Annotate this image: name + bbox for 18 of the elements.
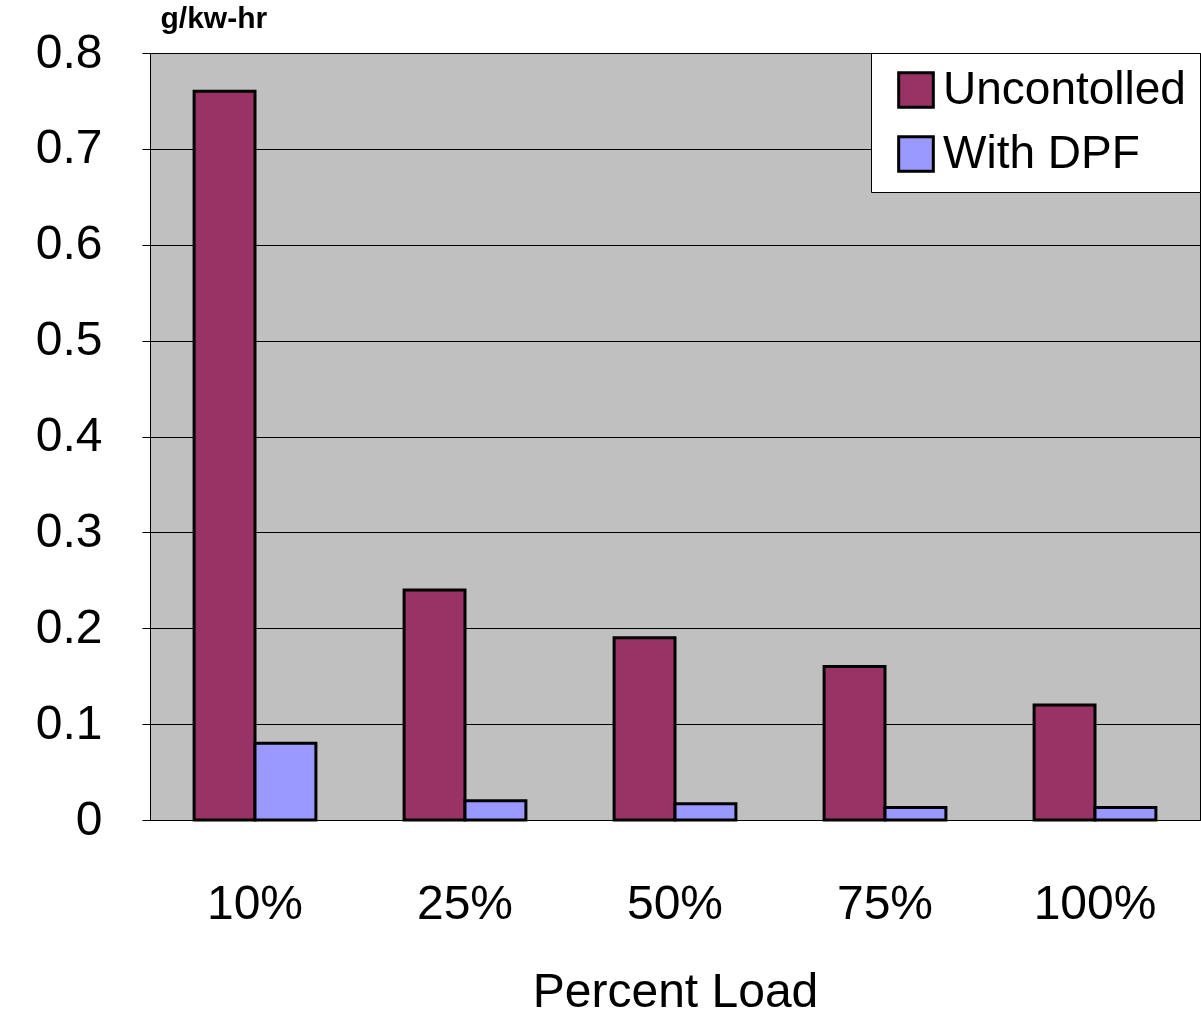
- y-tick-label: 0.8: [35, 24, 103, 78]
- y-axis-title: g/kw-hr: [160, 0, 268, 34]
- x-tick-label: 75%: [836, 875, 934, 929]
- y-tick-label: 0.4: [35, 408, 103, 461]
- y-tick-label: 0.6: [35, 216, 103, 270]
- y-tick-label: 0.2: [35, 599, 103, 653]
- y-tick-label: 0.3: [35, 503, 103, 557]
- y-tick-label: 0.5: [35, 312, 103, 366]
- x-tick-label: 50%: [626, 875, 724, 929]
- y-tick-label: 0: [75, 791, 103, 845]
- y-tick-label: 0.1: [35, 695, 103, 749]
- x-tick-label: 10%: [206, 875, 304, 929]
- legend-label: With DPF: [943, 126, 1140, 178]
- x-axis-title: Percent Load: [532, 963, 819, 1017]
- y-tick-label: 0.7: [35, 120, 103, 174]
- x-tick-label: 100%: [1033, 875, 1157, 929]
- x-tick-label: 25%: [416, 875, 514, 929]
- legend-label: Uncontolled: [943, 62, 1186, 114]
